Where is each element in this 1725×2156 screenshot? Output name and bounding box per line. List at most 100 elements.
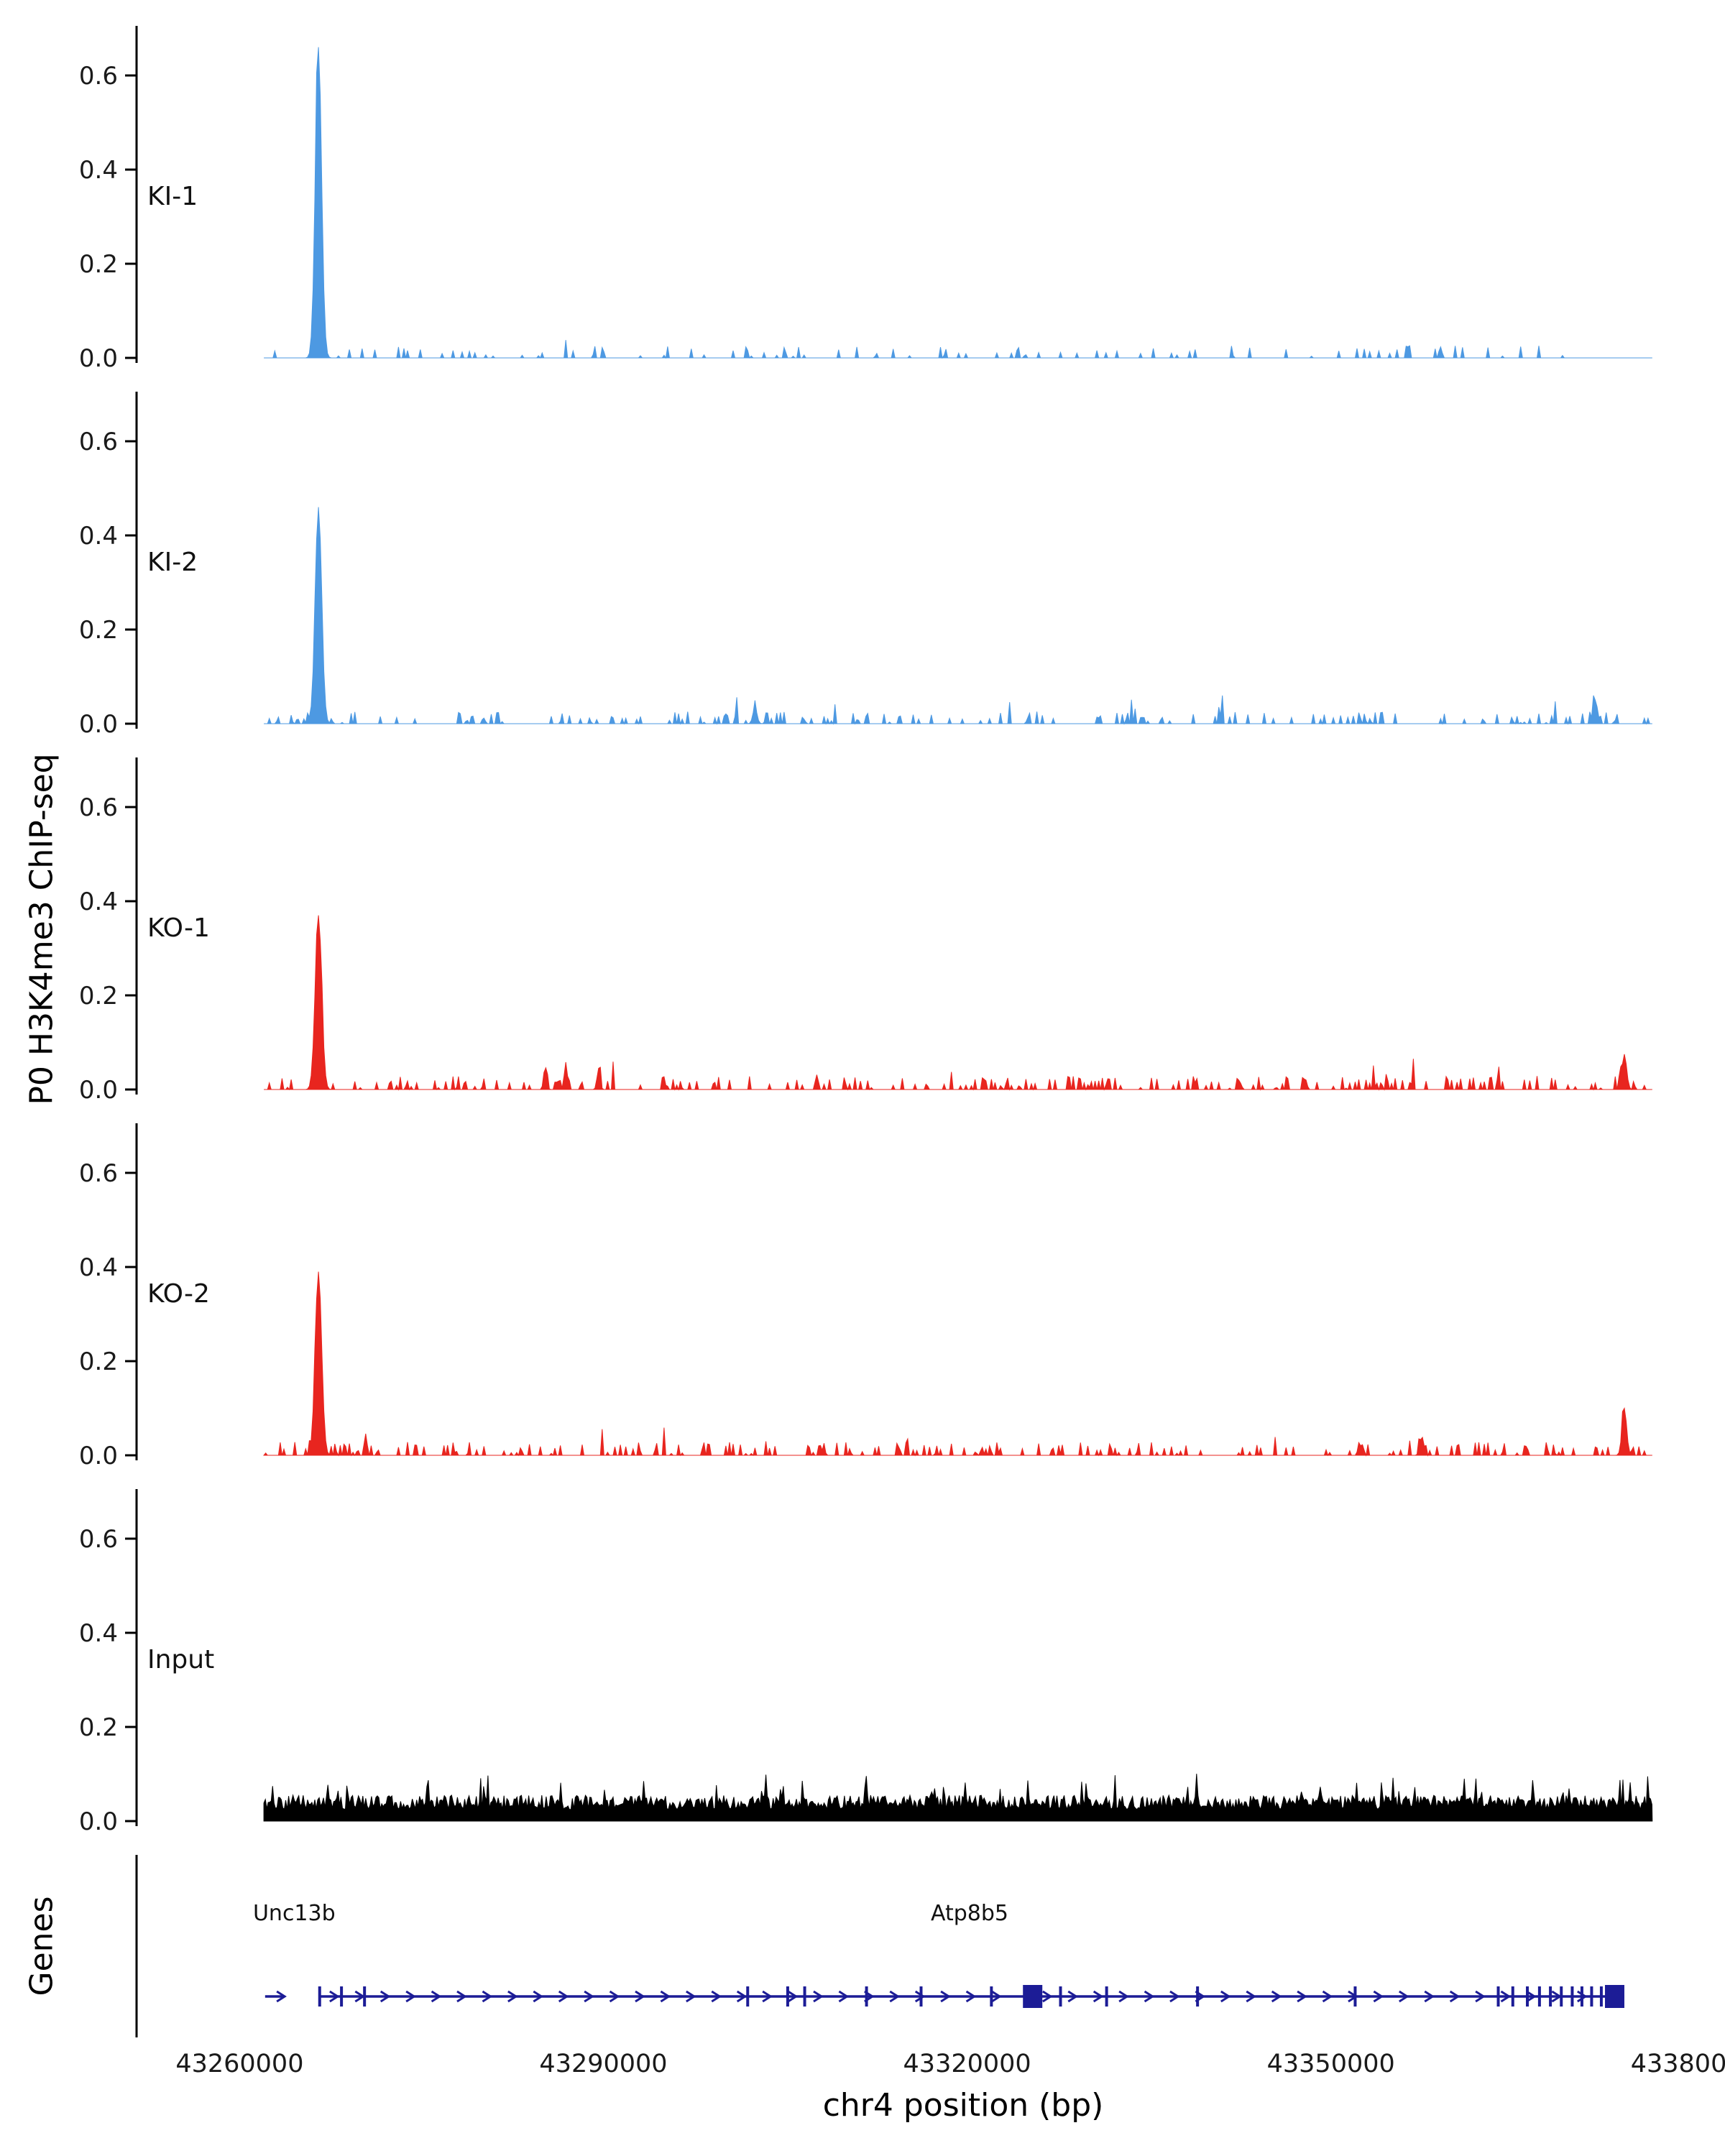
- y-tick-label: 0.0: [79, 1807, 118, 1836]
- strand-arrow: [711, 1990, 722, 2003]
- y-tick-label: 0.4: [79, 522, 118, 550]
- strand-arrow: [1348, 1990, 1358, 2003]
- y-tick-label: 0.6: [79, 1525, 118, 1554]
- track-label-ki-2: KI-2: [147, 548, 198, 577]
- strand-arrow: [1297, 1990, 1307, 2003]
- signal-area-ko-2: [263, 1271, 1652, 1457]
- signal-area-ki-1: [264, 47, 1652, 359]
- strand-arrow: [1092, 1990, 1104, 2003]
- strand-arrow: [584, 1990, 594, 2003]
- strand-arrow: [1322, 1990, 1333, 2003]
- gene-label-unc13b: Unc13b: [252, 1901, 336, 1926]
- y-tick-label: 0.0: [79, 344, 118, 373]
- strand-arrow: [276, 1990, 287, 2003]
- track-plot-ki-1: 0.0 0.2 0.4 0.6: [79, 26, 1652, 373]
- strand-arrow: [533, 1990, 544, 2003]
- track-plot-ko-2: 0.0 0.2 0.4 0.6: [79, 1123, 1652, 1470]
- y-tick-label: 0.0: [79, 1442, 118, 1470]
- track-plot-ko-1: 0.0 0.2 0.4 0.6: [79, 757, 1652, 1105]
- strand-arrow: [1042, 1990, 1053, 2003]
- genes-panel: Unc13b Atp8b5: [0, 1849, 1725, 2043]
- x-tick-label: 43290000: [539, 2050, 668, 2078]
- track-panel-ki-2: 0.0 0.2 0.4 0.6 KI-2: [0, 386, 1725, 742]
- strand-arrow: [1373, 1990, 1384, 2003]
- track-label-ko-2: KO-2: [147, 1279, 210, 1309]
- strand-arrow: [813, 1990, 824, 2003]
- strand-arrow: [864, 1990, 875, 2003]
- track-plot-ki-2: 0.0 0.2 0.4 0.6: [79, 392, 1652, 739]
- strand-arrow: [1526, 1990, 1537, 2003]
- strand-arrow: [635, 1990, 645, 2003]
- x-tick-label: 43350000: [1266, 2050, 1395, 2078]
- y-tick-label: 0.2: [79, 250, 118, 279]
- strand-arrow: [660, 1990, 671, 2003]
- strand-arrow: [686, 1990, 696, 2003]
- y-tick-label: 0.6: [79, 428, 118, 456]
- cds-box: [1023, 1985, 1043, 2008]
- strand-arrow: [787, 1990, 799, 2003]
- strand-arrow: [838, 1990, 850, 2003]
- strand-arrow: [1576, 1990, 1588, 2003]
- strand-arrow: [1195, 1990, 1206, 2003]
- x-tick-label: 43380000: [1630, 2050, 1725, 2078]
- signal-area-ki-2: [264, 507, 1652, 725]
- strand-arrow: [889, 1990, 901, 2003]
- track-panel-ki-1: 0.0 0.2 0.4 0.6 KI-1: [0, 20, 1725, 376]
- strand-arrow: [431, 1990, 442, 2003]
- strand-arrow: [405, 1990, 416, 2003]
- strand-arrow: [991, 1990, 1002, 2003]
- gene-label-atp8b5: Atp8b5: [930, 1901, 1008, 1926]
- strand-arrow: [1449, 1990, 1460, 2003]
- track-panel-ko-2: 0.0 0.2 0.4 0.6 KO-2: [0, 1118, 1725, 1473]
- strand-arrow: [762, 1990, 773, 2003]
- strand-arrow: [1067, 1990, 1079, 2003]
- strand-arrow: [329, 1990, 340, 2003]
- strand-arrow: [456, 1990, 467, 2003]
- track-panel-ko-1: 0.0 0.2 0.4 0.6 KO-1: [0, 752, 1725, 1107]
- y-tick-label: 0.2: [79, 1713, 118, 1742]
- cds-box: [1604, 1985, 1624, 2008]
- x-tick-label: 43320000: [903, 2050, 1031, 2078]
- strand-arrow: [736, 1990, 748, 2003]
- y-tick-label: 0.4: [79, 1619, 118, 1648]
- strand-arrow: [1271, 1990, 1282, 2003]
- y-tick-label: 0.4: [79, 888, 118, 916]
- strand-arrow: [914, 1990, 926, 2003]
- x-axis-ticks: 43260000 43290000 43320000 43350000 43380000: [0, 2050, 1725, 2084]
- strand-arrow: [1399, 1990, 1409, 2003]
- track-label-input: Input: [147, 1645, 215, 1674]
- signal-area-ko-1: [264, 915, 1652, 1091]
- strand-arrow: [482, 1990, 493, 2003]
- strand-arrow: [354, 1990, 366, 2003]
- strand-arrow: [1424, 1990, 1435, 2003]
- strand-arrow: [1118, 1990, 1129, 2003]
- y-tick-label: 0.0: [79, 710, 118, 739]
- y-tick-label: 0.0: [79, 1076, 118, 1105]
- y-tick-label: 0.6: [79, 793, 118, 822]
- strand-arrow: [1169, 1990, 1180, 2003]
- strand-arrow: [380, 1990, 391, 2003]
- x-axis-title-row: chr4 position (bp): [0, 2087, 1725, 2130]
- genes-plot: [135, 1855, 1624, 2037]
- x-tick-label: 43260000: [175, 2050, 304, 2078]
- strand-arrow: [1551, 1990, 1563, 2003]
- strand-arrow: [558, 1990, 569, 2003]
- strand-arrow: [609, 1990, 620, 2003]
- signal-area-input: [263, 1774, 1653, 1822]
- strand-arrow: [940, 1990, 951, 2003]
- track-label-ki-1: KI-1: [147, 182, 198, 211]
- strand-arrow: [507, 1990, 518, 2003]
- y-tick-label: 0.2: [79, 982, 118, 1010]
- strand-arrow: [1246, 1990, 1257, 2003]
- x-axis-title: chr4 position (bp): [822, 2087, 1104, 2124]
- y-tick-label: 0.6: [79, 1159, 118, 1188]
- y-tick-label: 0.2: [79, 1348, 118, 1376]
- strand-arrow: [1500, 1990, 1512, 2003]
- y-tick-label: 0.4: [79, 156, 118, 185]
- strand-arrow: [1220, 1990, 1231, 2003]
- y-tick-label: 0.6: [79, 62, 118, 91]
- y-tick-label: 0.4: [79, 1253, 118, 1282]
- strand-arrow: [1144, 1990, 1155, 2003]
- strand-arrow: [1475, 1990, 1486, 2003]
